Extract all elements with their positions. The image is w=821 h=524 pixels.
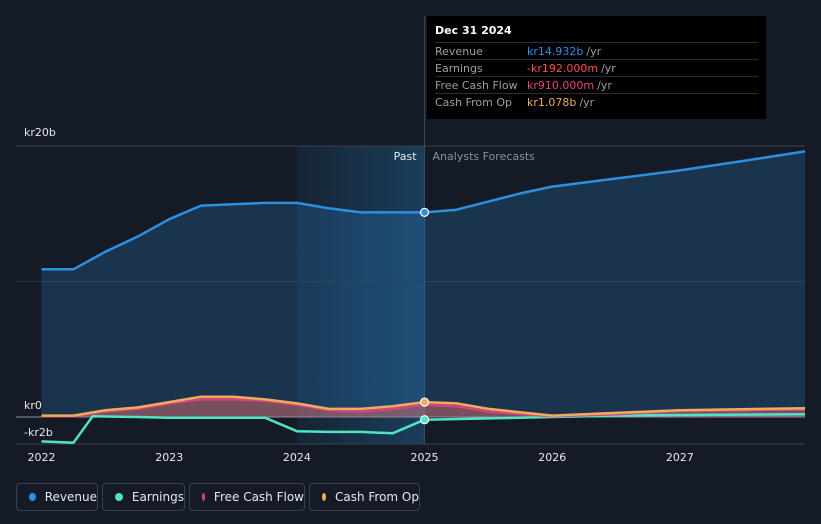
tooltip-row-earnings: Earnings -kr192.000m/yr (435, 59, 758, 77)
legend-dot-icon (202, 493, 205, 501)
x-tick-label: 2025 (411, 451, 439, 464)
area-free-cash-flow (41, 399, 805, 417)
y-tick-label: kr0 (24, 399, 42, 412)
tooltip-value: kr910.000m/yr (527, 79, 612, 92)
tooltip-row-free-cash-flow: Free Cash Flow kr910.000m/yr (435, 76, 758, 94)
area-revenue (41, 151, 805, 417)
legend-dot-icon (322, 493, 326, 501)
x-tick-label: 2024 (283, 451, 311, 464)
x-tick-label: 2026 (538, 451, 566, 464)
tooltip-label: Free Cash Flow (435, 79, 518, 92)
legend-item-earnings[interactable]: Earnings (102, 483, 185, 511)
tooltip-label: Cash From Op (435, 96, 513, 109)
past-region (296, 146, 425, 444)
tooltip-label: Earnings (435, 62, 483, 75)
legend-label: Revenue (44, 490, 97, 504)
legend-item-revenue[interactable]: Revenue (16, 483, 98, 511)
legend-item-free-cash-flow[interactable]: Free Cash Flow (189, 483, 305, 511)
legend-label: Cash From Op (334, 490, 419, 504)
tooltip-value: -kr192.000m/yr (527, 62, 616, 75)
line-revenue (41, 150, 806, 271)
x-tick-label: 2022 (28, 451, 56, 464)
legend-dot-icon (115, 493, 123, 501)
tooltip-label: Revenue (435, 45, 483, 58)
point-earnings (419, 415, 430, 425)
point-revenue (419, 207, 430, 217)
tooltip-value: kr14.932b/yr (527, 45, 602, 58)
tooltip-value: kr1.078b/yr (527, 96, 595, 109)
y-tick-label: kr20b (24, 126, 56, 139)
tooltip-row-revenue: Revenue kr14.932b/yr (435, 42, 758, 60)
legend-item-cash-from-op[interactable]: Cash From Op (309, 483, 420, 511)
tooltip-row-cash-from-op: Cash From Op kr1.078b/yr (435, 93, 758, 111)
x-tick-label: 2027 (666, 451, 694, 464)
y-tick-label: -kr2b (24, 426, 53, 439)
area-cash-from-op (41, 396, 805, 417)
tooltip-date: Dec 31 2024 (435, 24, 512, 37)
past-label: Past (394, 150, 418, 163)
line-cash-from-op (41, 395, 806, 417)
forecast-label: Analysts Forecasts (433, 150, 536, 163)
x-tick-label: 2023 (155, 451, 183, 464)
legend-dot-icon (29, 493, 36, 501)
tooltip: Dec 31 2024 Revenue kr14.932b/yr Earning… (427, 16, 766, 119)
legend-label: Earnings (131, 490, 184, 504)
legend-label: Free Cash Flow (213, 490, 304, 504)
point-cash-from-op (419, 397, 430, 407)
